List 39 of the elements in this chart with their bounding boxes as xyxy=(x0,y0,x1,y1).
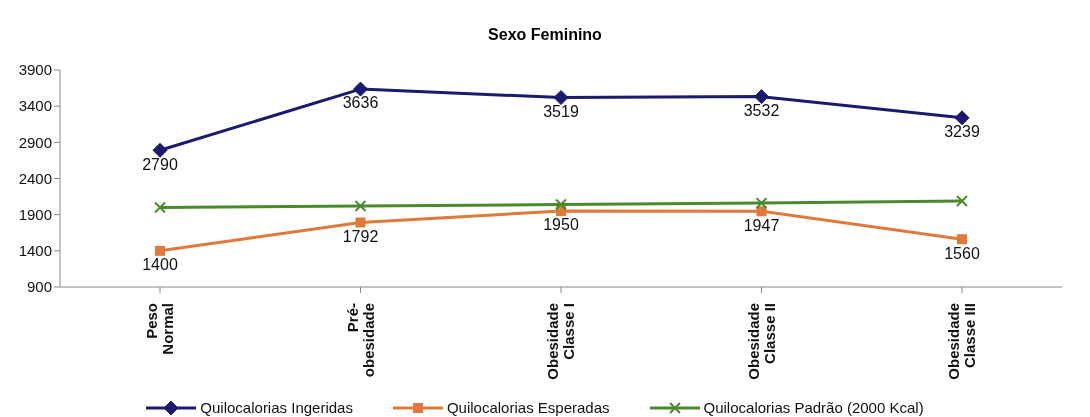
point xyxy=(553,90,569,106)
y-tick-label: 2400 xyxy=(18,169,52,187)
point xyxy=(957,234,967,245)
data-label: 1792 xyxy=(342,227,379,245)
y-tick-label: 1900 xyxy=(18,205,52,223)
point xyxy=(353,81,368,97)
y-tick-label: 3400 xyxy=(18,97,52,115)
chart-title: Sexo Feminino xyxy=(487,25,603,45)
legend-label: Quilocalorias Ingeridas xyxy=(200,399,353,416)
point xyxy=(354,199,367,212)
point xyxy=(754,89,769,105)
data-label: 1947 xyxy=(743,216,780,234)
point xyxy=(154,201,166,214)
y-tick-label: 1400 xyxy=(18,242,52,260)
data-label: 3532 xyxy=(743,101,780,119)
legend-label: Quilocalorias Esperadas xyxy=(446,399,610,416)
data-label: 1400 xyxy=(142,256,178,274)
data-label: 3519 xyxy=(543,102,579,120)
data-label: 1560 xyxy=(944,244,980,262)
data-label: 2790 xyxy=(142,155,178,173)
y-tick-label: 900 xyxy=(26,278,52,296)
y-tick-label: 3900 xyxy=(18,61,52,79)
data-label: 3636 xyxy=(342,94,379,112)
legend-label: Quilocalorias Padrão (2000 Kcal) xyxy=(703,399,924,416)
x-tick-label: Obesidade Classe I xyxy=(544,303,578,380)
point xyxy=(155,245,165,256)
point xyxy=(956,194,968,207)
x-tick-label: Peso Normal xyxy=(143,303,177,355)
point xyxy=(555,198,567,211)
data-label: 1950 xyxy=(543,216,579,234)
x-tick-label: Obesidade Classe II xyxy=(744,303,778,380)
point xyxy=(954,110,970,126)
point xyxy=(755,197,768,210)
data-label: 3239 xyxy=(944,123,980,141)
x-tick-label: Obesidade Classe III xyxy=(945,303,979,380)
y-tick-label: 2900 xyxy=(18,133,52,151)
point xyxy=(152,142,168,158)
x-tick-label: Pré-obesidade xyxy=(343,303,377,378)
point xyxy=(355,217,366,228)
